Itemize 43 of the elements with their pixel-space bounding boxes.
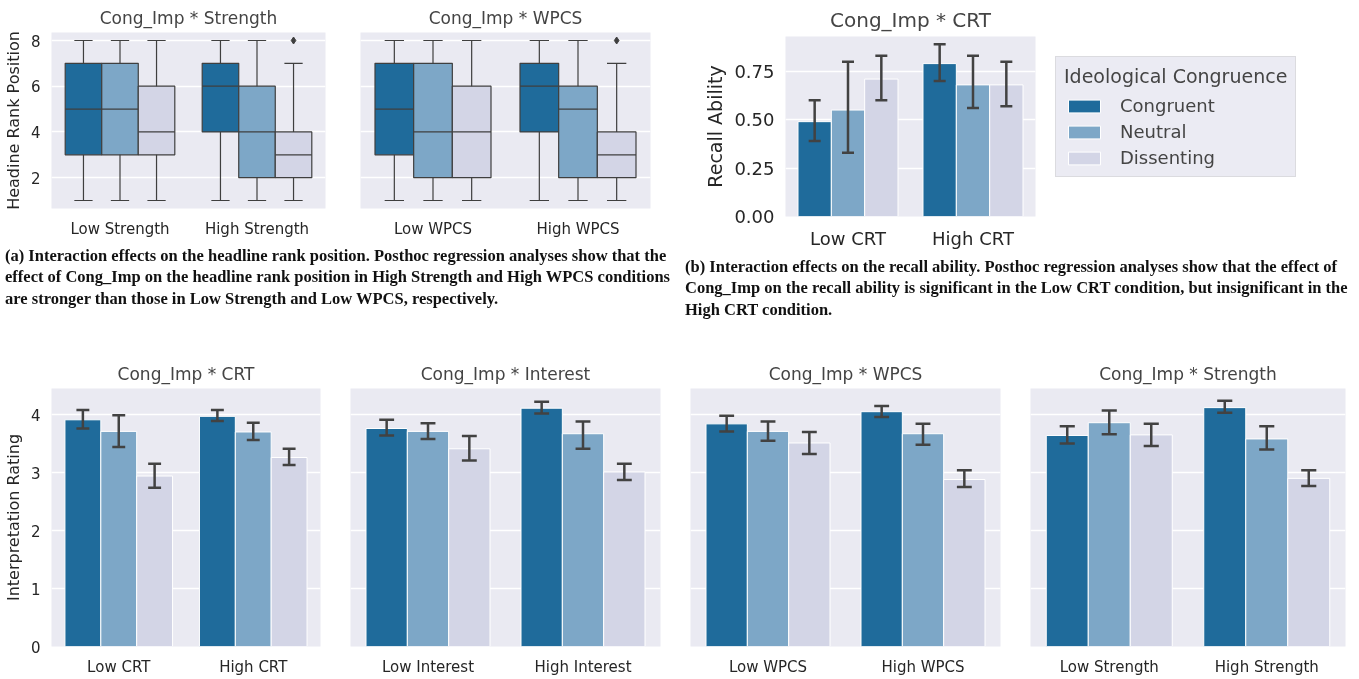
y-tick-label: 3 xyxy=(30,464,41,483)
y-tick-label: 2 xyxy=(30,522,41,541)
x-tick-label: High Interest xyxy=(534,657,632,676)
x-tick-label: Low CRT xyxy=(810,227,887,249)
chart-title: Cong_Imp * Strength xyxy=(1099,363,1277,385)
chart-title: Cong_Imp * CRT xyxy=(117,363,256,385)
y-tick-label: 1 xyxy=(30,580,41,599)
y-tick-label: 0.50 xyxy=(734,109,775,131)
text: (b) Interaction effects on the recall ability. Posthoc regression analyses show that the effect of Cong_Imp on the recall ability is significant in the Low CRT condition, but insignificant in the High CRT condition. xyxy=(685,256,1349,321)
legend-label: Dissenting xyxy=(1120,147,1215,168)
y-tick-label: 0 xyxy=(30,638,41,657)
y-axis-title: Interpretation Rating xyxy=(3,433,23,602)
text: (a) Interaction effects on the headline rank position. Posthoc regression analyses show that the effect of Cong_Imp on the headline rank position in High Strength and High WPCS conditions are stronger than those in Low Strength and Low WPCS, respectively. xyxy=(5,245,670,310)
y-tick-label: 0.75 xyxy=(734,60,775,82)
legend-title: Ideological Congruence xyxy=(1064,65,1288,87)
y-axis-title: Headine Rank Position xyxy=(3,31,23,210)
y-tick-label: 0.25 xyxy=(734,157,775,179)
chart-title: Cong_Imp * WPCS xyxy=(768,363,923,385)
x-tick-label: Low Interest xyxy=(381,657,475,676)
y-tick-label: 6 xyxy=(30,78,41,97)
x-tick-label: High WPCS xyxy=(536,219,620,238)
chart-title: Cong_Imp * WPCS xyxy=(428,7,583,29)
y-tick-label: 0.00 xyxy=(734,206,775,227)
y-tick-label: 8 xyxy=(30,32,41,51)
x-tick-label: High CRT xyxy=(219,657,289,676)
chart-title: Cong_Imp * Strength xyxy=(99,7,278,29)
y-axis-title: Recall Ability xyxy=(704,65,727,188)
x-tick-label: Low WPCS xyxy=(393,219,473,238)
y-tick-label: 4 xyxy=(30,406,41,425)
y-tick-label: 2 xyxy=(30,169,41,188)
x-tick-label: High Strength xyxy=(204,219,310,238)
x-tick-label: Low Strength xyxy=(1059,657,1159,676)
x-tick-label: High WPCS xyxy=(881,657,965,676)
x-tick-label: Low WPCS xyxy=(728,657,808,676)
x-tick-label: High Strength xyxy=(1214,657,1319,676)
legend-label: Congruent xyxy=(1120,95,1215,116)
x-tick-label: Low CRT xyxy=(87,657,152,676)
chart-title: Cong_Imp * Interest xyxy=(420,363,591,385)
legend-label: Neutral xyxy=(1120,121,1187,142)
chart-title: Cong_Imp * CRT xyxy=(830,7,992,32)
y-tick-label: 4 xyxy=(30,123,41,142)
x-tick-label: High CRT xyxy=(932,227,1015,249)
x-tick-label: Low Strength xyxy=(70,219,170,238)
